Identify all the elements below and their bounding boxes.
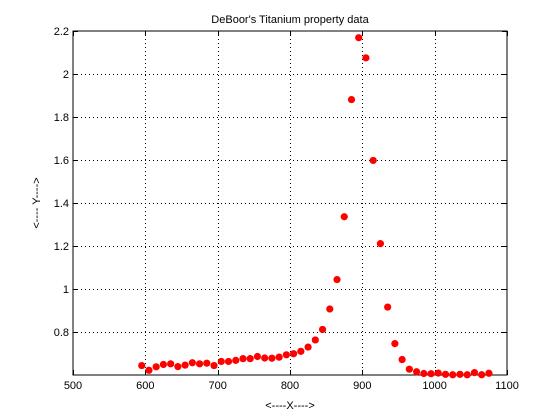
data-point: [478, 371, 486, 379]
data-point: [232, 356, 240, 364]
data-point: [282, 351, 290, 359]
x-tick-label: 500: [64, 380, 82, 392]
y-tick-label: 2.2: [54, 26, 69, 38]
data-point: [152, 363, 160, 371]
data-point: [318, 325, 327, 334]
grid-layer: [73, 31, 507, 375]
data-point: [412, 368, 421, 376]
data-point: [384, 303, 392, 311]
data-point: [376, 240, 385, 248]
y-tick-label: 1.6: [54, 155, 69, 167]
data-point: [181, 361, 189, 369]
data-point: [326, 305, 334, 313]
data-point: [138, 361, 146, 370]
data-point: [434, 369, 442, 377]
data-point: [355, 34, 363, 42]
data-point: [311, 336, 319, 344]
data-point: [195, 360, 204, 368]
data-point: [449, 371, 457, 379]
data-point: [441, 370, 450, 378]
data-point: [167, 360, 175, 368]
y-axis-title: <---- Y---->: [31, 177, 43, 228]
data-point: [275, 353, 283, 361]
x-tick-label: 700: [208, 380, 226, 392]
data-point: [224, 357, 233, 366]
data-point: [290, 350, 298, 358]
data-point: [333, 275, 341, 284]
data-point: [159, 360, 168, 369]
chart-title: DeBoor's Titanium property data: [211, 14, 369, 26]
y-tick-label: 2: [63, 69, 69, 81]
data-point: [210, 361, 218, 370]
x-tick-label: 900: [353, 380, 371, 392]
x-tick-label: 1000: [422, 380, 446, 392]
data-point: [405, 365, 413, 373]
data-point: [268, 354, 276, 362]
data-point: [253, 352, 262, 361]
data-point: [369, 156, 377, 165]
y-tick-label: 0.8: [54, 327, 69, 339]
y-tick-label: 1.2: [54, 241, 69, 253]
data-point: [239, 355, 247, 363]
x-axis-title: <----X---->: [265, 400, 315, 412]
data-point: [398, 355, 406, 364]
data-point: [246, 355, 254, 363]
data-point: [340, 213, 348, 221]
data-point: [174, 363, 182, 371]
data-point: [261, 354, 269, 362]
y-tick-label: 1.4: [54, 198, 69, 210]
data-point: [297, 347, 305, 355]
data-point: [420, 369, 428, 378]
y-tick-label: 1.8: [54, 112, 69, 124]
x-tick-label: 800: [281, 380, 299, 392]
data-point: [391, 340, 399, 348]
data-point: [304, 343, 312, 351]
data-point: [470, 369, 479, 377]
data-point: [347, 95, 356, 104]
data-point: [203, 359, 211, 367]
data-point: [485, 369, 493, 377]
x-tick-label: 600: [136, 380, 154, 392]
data-point: [427, 370, 435, 378]
data-point: [188, 359, 196, 367]
tick-layer: 500 600 700 800 900 1000 1100 0.8 1 1.2 1.4 1.6 1.8 2…: [54, 26, 519, 392]
data-point: [217, 357, 225, 366]
data-point: [362, 54, 370, 62]
data-point: [456, 370, 464, 378]
x-tick-label: 1100: [495, 380, 519, 392]
y-tick-label: 1: [63, 284, 69, 296]
data-point: [145, 366, 153, 374]
data-point: [463, 371, 471, 379]
points-layer: [138, 34, 493, 379]
